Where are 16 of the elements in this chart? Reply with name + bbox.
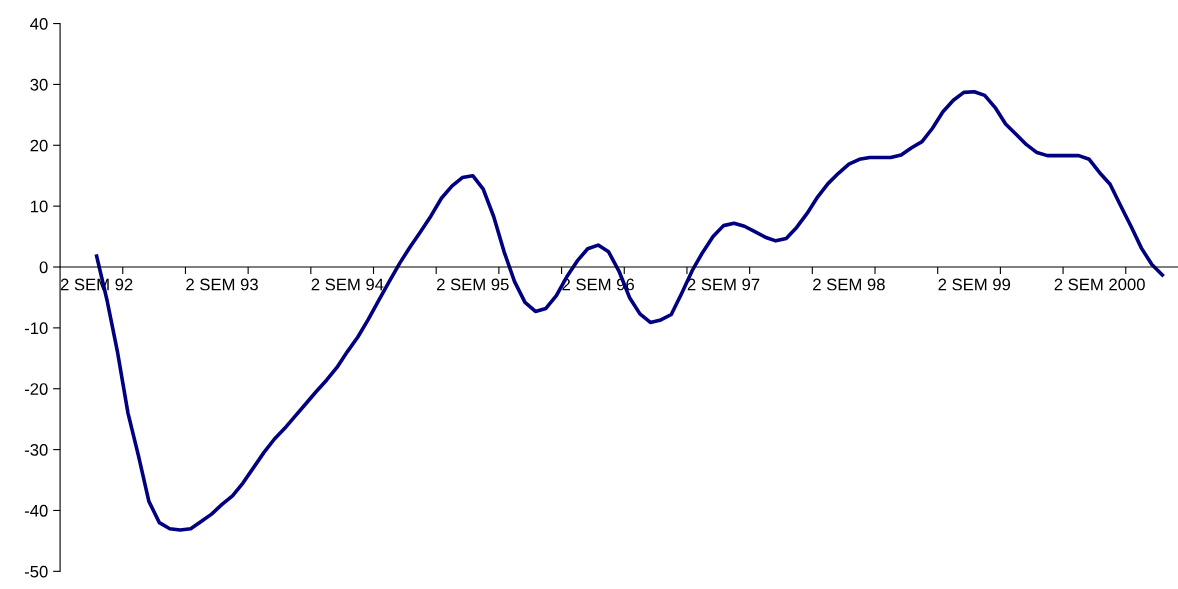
y-tick-label: 10	[31, 200, 48, 213]
x-tick-label: 2 SEM 93	[186, 278, 258, 291]
x-tick-label: 2 SEM 2000	[1054, 278, 1145, 291]
y-tick-label: -10	[24, 322, 48, 335]
y-tick-label: -20	[24, 383, 48, 395]
y-tick-label: -40	[24, 504, 48, 517]
x-tick-label: 2 SEM 95	[437, 278, 509, 291]
x-tick-label: 2 SEM 98	[813, 278, 885, 291]
y-tick-label: -30	[24, 444, 48, 456]
y-tick-label: 20	[30, 139, 48, 152]
y-tick-label: -50	[24, 565, 48, 578]
x-tick-label: 2 SEM 99	[938, 278, 1011, 291]
y-tick-label: 30	[30, 78, 48, 91]
x-tick-label: 2 SEM 94	[311, 278, 384, 291]
y-tick-label: 40	[30, 17, 48, 30]
y-tick-label: 0	[39, 261, 48, 274]
